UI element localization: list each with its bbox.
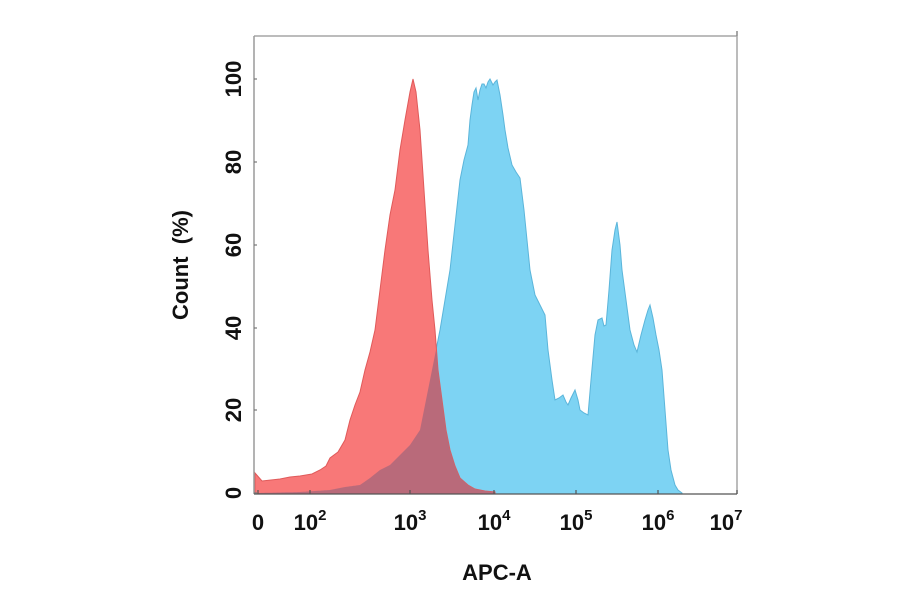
y-tick-label-60: 60 (221, 233, 246, 257)
y-tick-label-100: 100 (221, 61, 246, 98)
x-tick-label-1e5: 105 (560, 507, 593, 535)
x-tick-label-1e4: 104 (478, 507, 511, 535)
axes-frame (253, 31, 738, 495)
y-axis-title: Count (%) (168, 210, 193, 320)
y-tick-label-40: 40 (221, 316, 246, 340)
x-tick-label-1e7: 107 (710, 507, 743, 535)
x-tick-label-1e6: 106 (642, 507, 675, 535)
y-tick-label-20: 20 (221, 398, 246, 422)
histogram-overlap-region (258, 350, 495, 494)
y-axis-ticks (254, 78, 257, 494)
x-axis-title: APC-A (462, 560, 532, 585)
x-tick-label-1e3: 103 (394, 507, 427, 535)
x-axis-ticks (257, 490, 738, 494)
y-tick-label-0: 0 (221, 487, 246, 499)
y-tick-label-80: 80 (221, 150, 246, 174)
x-axis-tick-labels: 0 102 103 104 105 106 107 (252, 507, 743, 535)
x-tick-label-0: 0 (252, 510, 264, 535)
sample-histogram-blue (257, 78, 683, 494)
y-axis-tick-labels: 0 20 40 60 80 100 (221, 61, 246, 499)
plot-area (254, 78, 683, 494)
x-tick-label-1e2: 102 (294, 507, 327, 535)
